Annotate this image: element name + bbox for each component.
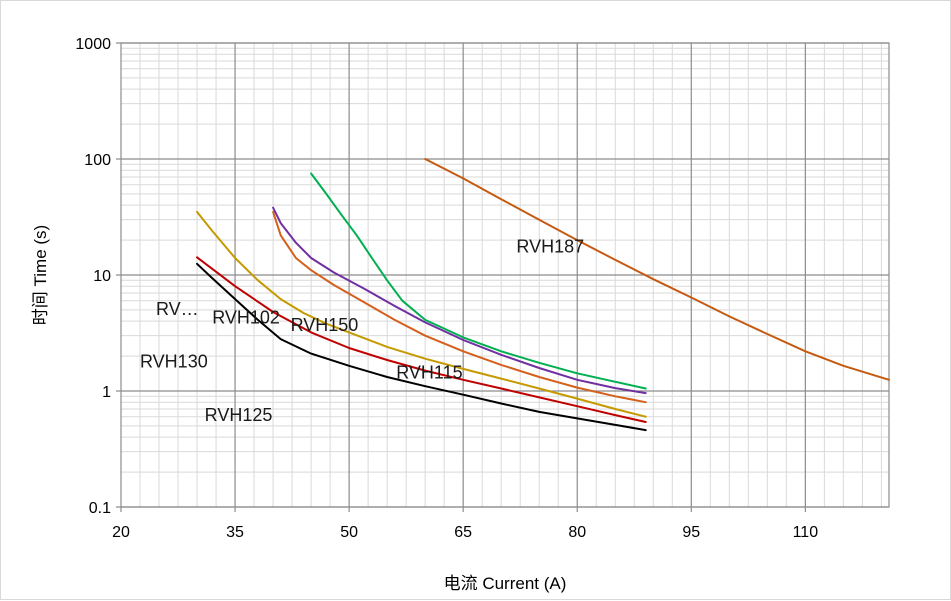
series-label-rvh115: RVH115 (396, 363, 462, 383)
x-tick-label: 95 (682, 524, 700, 541)
series-line-rvh130 (196, 256, 647, 423)
x-tick-label: 50 (340, 524, 358, 541)
y-tick-label: 1 (102, 384, 111, 401)
x-tick-label: 80 (568, 524, 586, 541)
y-tick-label: 1000 (75, 36, 111, 53)
series-line-rvh125 (196, 262, 647, 432)
series-label-rvh102: RVH102 (212, 308, 280, 328)
series-line-rv (196, 210, 647, 418)
x-tick-label: 65 (454, 524, 472, 541)
series-label-rvh187: RVH187 (516, 236, 584, 256)
series-line-rvh150 (272, 206, 647, 395)
y-axis-title: 时间 Time (s) (31, 225, 50, 325)
series-line-rvh102 (272, 210, 647, 404)
series-line-rvh115 (310, 172, 647, 390)
x-tick-label: 20 (112, 524, 130, 541)
major-gridlines (116, 42, 889, 512)
x-axis-title: 电流 Current (A) (444, 574, 567, 593)
x-tick-label: 110 (793, 524, 819, 541)
x-tick-label: 35 (226, 524, 244, 541)
y-tick-label: 100 (84, 152, 111, 169)
series-label-layer: RVH125 RVH130 RV… RVH102 RVH150 RVH115 RVH187 (140, 236, 584, 425)
series-label-rvh130: RVH130 (140, 351, 208, 371)
y-tick-label: 10 (93, 268, 111, 285)
plot-area-border (120, 42, 890, 508)
y-tick-label: 0.1 (89, 500, 111, 517)
y-tick-labels: 0.1 1 10 100 1000 (75, 36, 111, 517)
series-line-rvh187 (424, 158, 890, 381)
series-label-rv: RV… (156, 299, 199, 319)
series-label-rvh150: RVH150 (291, 315, 359, 335)
series-label-rvh125: RVH125 (205, 405, 273, 425)
series-layer (196, 158, 890, 432)
x-tick-labels: 20 35 50 65 80 95 110 (112, 524, 818, 541)
